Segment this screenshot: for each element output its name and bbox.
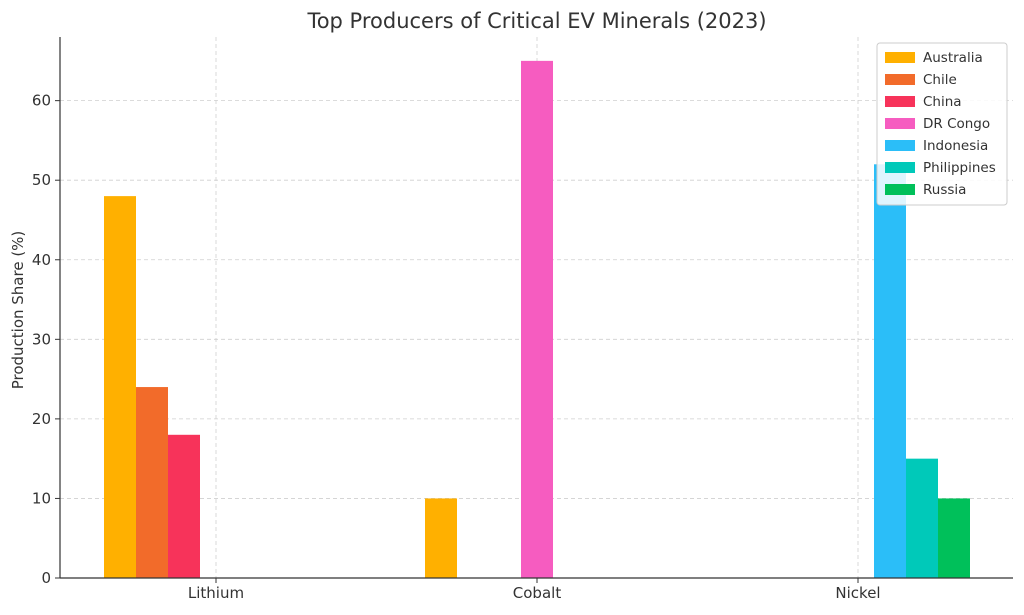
bar-indonesia-nickel [874, 164, 906, 578]
bar-russia-nickel [938, 498, 970, 578]
x-tick-label: Nickel [835, 584, 880, 602]
legend-label: China [923, 94, 962, 110]
legend-label: DR Congo [923, 116, 990, 132]
legend-swatch [885, 96, 915, 107]
x-tick-label: Cobalt [513, 584, 562, 602]
legend-label: Australia [923, 50, 983, 66]
bar-australia-lithium [104, 196, 136, 578]
y-axis-label: Production Share (%) [9, 231, 27, 390]
tick-labels: 0 10 20 30 40 50 60 Lithium Cobalt Nickel [32, 92, 881, 602]
chart-title: Top Producers of Critical EV Minerals (2… [306, 9, 766, 33]
y-tick-label: 20 [32, 410, 51, 428]
bar-dr-congo-cobalt [521, 60, 553, 578]
legend-swatch [885, 140, 915, 151]
y-tick-label: 40 [32, 251, 51, 269]
y-tick-label: 60 [32, 92, 51, 110]
x-tick-label: Lithium [188, 584, 244, 602]
legend-swatch [885, 118, 915, 129]
legend-label: Indonesia [923, 138, 988, 154]
bars [104, 60, 970, 578]
legend-label: Russia [923, 182, 966, 198]
bar-chile-lithium [136, 387, 168, 578]
legend-swatch [885, 162, 915, 173]
y-tick-label: 30 [32, 330, 51, 348]
legend-swatch [885, 74, 915, 85]
axes [55, 37, 1013, 583]
legend: Australia Chile China DR Congo Indonesia Phil… [876, 42, 1008, 206]
bar-australia-cobalt [425, 498, 457, 578]
legend-label: Chile [923, 72, 957, 88]
legend-swatch [885, 52, 915, 63]
bar-philippines-nickel [906, 458, 938, 578]
legend-swatch [885, 184, 915, 195]
bar-china-lithium [168, 434, 200, 578]
y-tick-label: 50 [32, 171, 51, 189]
legend-label: Philippines [923, 160, 996, 176]
y-tick-label: 10 [32, 489, 51, 507]
y-tick-label: 0 [41, 569, 51, 587]
